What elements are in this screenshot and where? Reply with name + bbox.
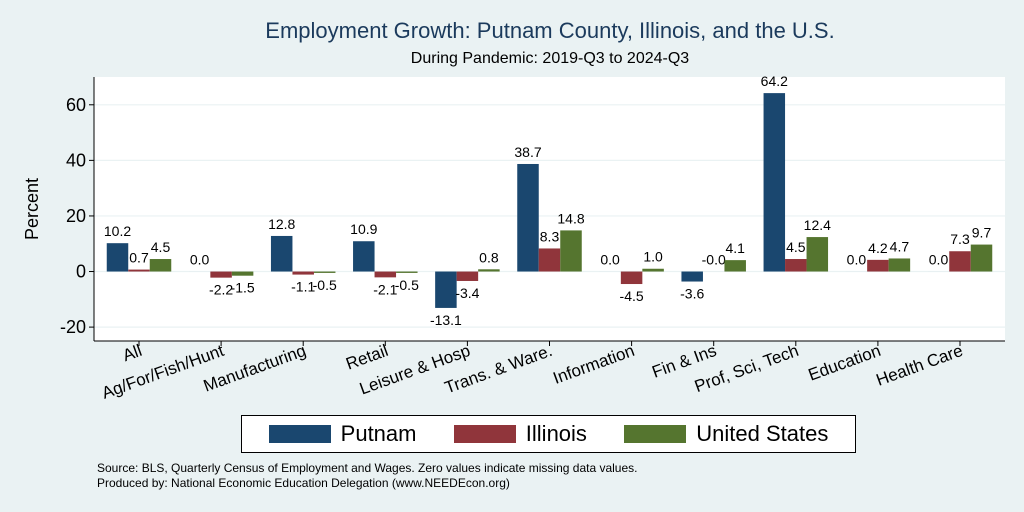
bar	[785, 259, 807, 272]
y-axis-label: Percent	[22, 178, 42, 240]
bar	[435, 271, 457, 308]
legend-item: United States	[624, 421, 828, 447]
y-tick-label: 60	[66, 95, 86, 115]
bar	[949, 251, 971, 272]
bar	[149, 259, 172, 272]
legend-swatch	[453, 425, 516, 443]
bar	[313, 271, 336, 273]
bar	[538, 248, 561, 272]
bar	[396, 271, 418, 273]
bar	[478, 269, 500, 272]
bar	[642, 268, 664, 272]
data-label: 64.2	[761, 73, 788, 89]
data-label: 10.9	[350, 221, 377, 237]
x-tick-label: Information	[551, 341, 637, 388]
data-label: -0.5	[313, 277, 337, 293]
legend-item: Putnam	[268, 421, 417, 447]
data-label: -1.1	[291, 279, 315, 295]
bar	[620, 271, 643, 285]
x-tick-label: Health Care	[874, 341, 966, 390]
legend-label: Illinois	[525, 421, 587, 446]
bar	[888, 258, 911, 272]
data-label: 12.8	[268, 216, 295, 232]
legend-label: United States	[696, 421, 829, 446]
data-label: 10.2	[104, 223, 131, 239]
data-label: 0.0	[600, 252, 620, 268]
y-tick-label: 0	[76, 262, 86, 282]
data-label: 0.8	[479, 249, 499, 265]
data-label: -1.5	[231, 280, 255, 296]
data-label: -0.5	[395, 277, 419, 293]
bar	[128, 269, 150, 272]
data-label: -4.5	[620, 288, 644, 304]
data-label: 1.0	[643, 249, 663, 265]
bar	[210, 271, 232, 278]
data-label: 4.2	[868, 240, 888, 256]
bar	[292, 271, 314, 275]
data-label: -3.6	[680, 286, 704, 302]
bar	[231, 271, 254, 276]
data-label: 0.7	[129, 250, 149, 266]
data-label: 4.7	[890, 238, 910, 254]
plot-area	[94, 77, 1005, 341]
legend-swatch	[624, 425, 687, 443]
data-label: 38.7	[514, 144, 541, 160]
data-label: -2.2	[209, 282, 233, 298]
bar	[517, 163, 539, 272]
data-label: -13.1	[430, 312, 462, 328]
data-label: 0.0	[190, 252, 210, 268]
bar	[456, 271, 479, 281]
source-note: Source: BLS, Quarterly Census of Employm…	[97, 461, 638, 475]
data-label: -0.0	[702, 252, 726, 268]
bar	[763, 93, 786, 272]
data-label: 7.3	[950, 231, 970, 247]
bar	[867, 259, 889, 272]
bar	[353, 241, 375, 272]
legend-label: Putnam	[340, 421, 417, 446]
data-label: 4.5	[786, 239, 806, 255]
bar	[270, 235, 293, 272]
legend-item: Illinois	[453, 421, 587, 447]
x-tick-label: Education	[806, 341, 884, 385]
bar	[560, 230, 582, 272]
chart-legend: Putnam Illinois United States	[241, 415, 856, 453]
data-label: 0.0	[847, 252, 867, 268]
data-label: 8.3	[540, 228, 560, 244]
bar	[374, 271, 397, 278]
y-tick-label: 40	[66, 150, 86, 170]
bar	[806, 237, 829, 272]
data-label: -2.1	[373, 281, 397, 297]
data-label: 9.7	[972, 225, 992, 241]
y-tick-label: 20	[66, 206, 86, 226]
bar	[681, 271, 703, 282]
data-label: 4.5	[151, 239, 171, 255]
data-label: 12.4	[804, 217, 831, 233]
chart-title: Employment Growth: Putnam County, Illino…	[265, 18, 835, 43]
bar	[724, 260, 746, 272]
data-label: 0.0	[929, 252, 949, 268]
bar	[106, 243, 129, 272]
y-tick-label: -20	[60, 317, 86, 337]
bar	[970, 244, 993, 272]
producer-note: Produced by: National Economic Education…	[97, 476, 510, 490]
legend-swatch	[268, 425, 331, 443]
x-tick-label: Retail	[343, 341, 390, 374]
data-label: 4.1	[725, 240, 745, 256]
x-tick-label: All	[120, 341, 144, 365]
data-label: -3.4	[455, 285, 479, 301]
chart-subtitle: During Pandemic: 2019-Q3 to 2024-Q3	[410, 50, 690, 67]
data-label: 14.8	[557, 210, 584, 226]
